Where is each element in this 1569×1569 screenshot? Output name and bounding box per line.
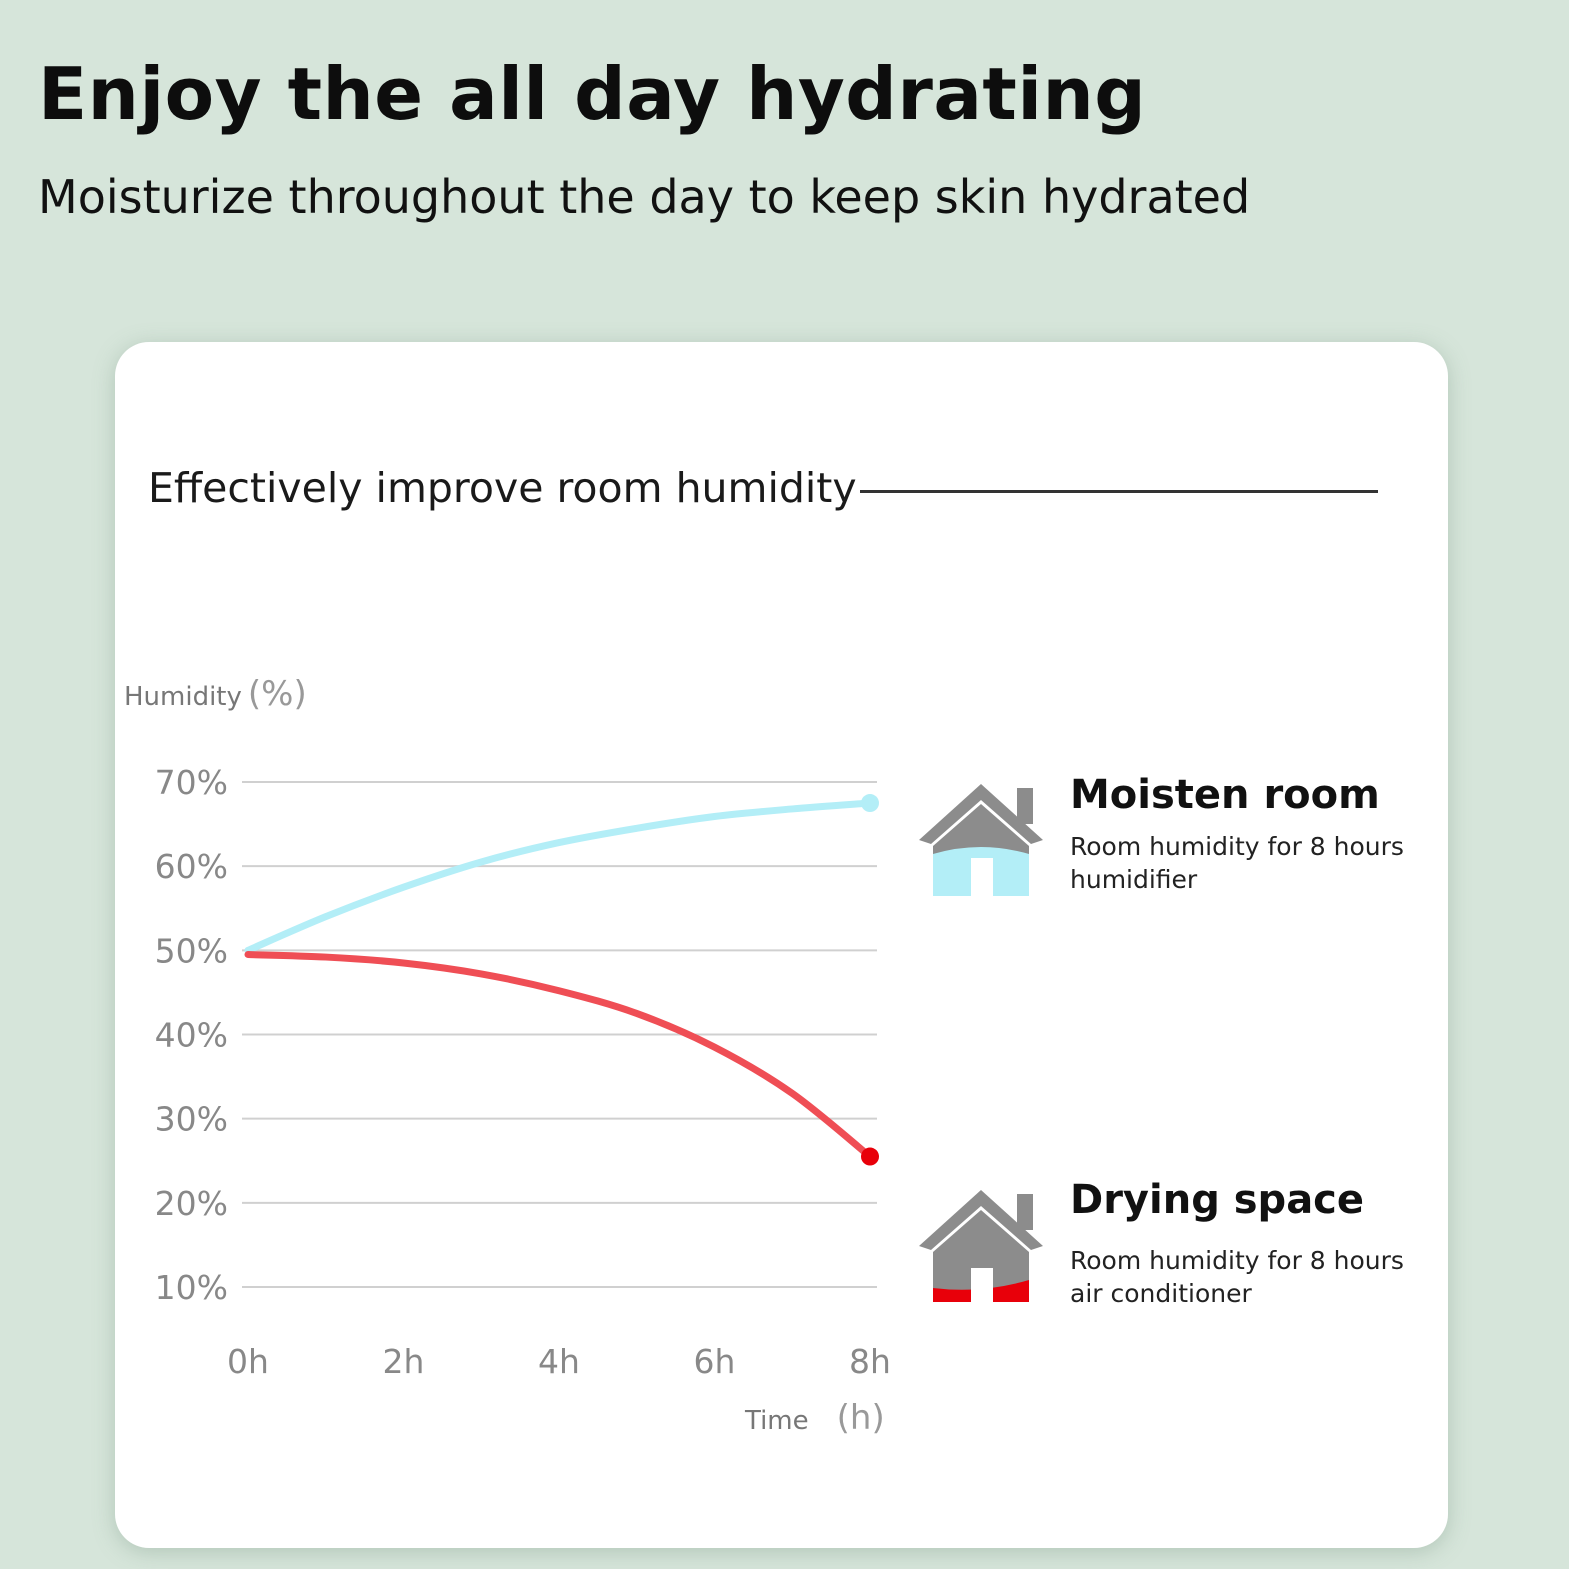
x-axis-label: Time (h) <box>745 1398 885 1438</box>
y-axis-label: Humidity (%) <box>124 674 307 714</box>
y-tick-labels: 70% 60% 50% 40% 30% 20% 10% <box>155 763 228 1307</box>
legend-desc-humid: Room humidity for 8 hours humidifier <box>1070 832 1404 894</box>
x-tick-8: 8h <box>849 1342 891 1381</box>
page-title: Enjoy the all day hydrating <box>38 52 1147 136</box>
x-tick-labels: 0h 2h 4h 6h 8h <box>227 1342 891 1381</box>
x-axis-label-text: Time <box>745 1406 809 1436</box>
house-dry-icon <box>919 1190 1043 1302</box>
card-title: Effectively improve room humidity <box>148 464 857 512</box>
page-subtitle: Moisturize throughout the day to keep sk… <box>38 170 1251 224</box>
y-tick-40: 40% <box>155 1016 228 1055</box>
x-tick-0: 0h <box>227 1342 269 1381</box>
legend-title-dry: Drying space <box>1070 1177 1365 1223</box>
series-lines <box>244 794 879 1166</box>
y-tick-60: 60% <box>155 847 228 886</box>
x-axis-unit: (h) <box>836 1398 885 1438</box>
x-tick-6: 6h <box>694 1342 736 1381</box>
y-tick-50: 50% <box>155 931 228 970</box>
y-axis-label-text: Humidity <box>124 682 242 712</box>
grid-lines <box>242 781 877 1288</box>
y-tick-10: 10% <box>155 1268 228 1307</box>
legend-desc-dry: Room humidity for 8 hours air conditione… <box>1070 1246 1404 1308</box>
y-axis-unit: (%) <box>247 674 307 714</box>
x-tick-4: 4h <box>538 1342 580 1381</box>
series-line-0 <box>244 799 874 954</box>
title-divider <box>860 490 1378 493</box>
y-tick-20: 20% <box>155 1184 228 1223</box>
series-endpoint-0 <box>861 794 879 813</box>
chart-card <box>115 342 1448 1548</box>
y-tick-70: 70% <box>155 763 228 802</box>
house-humid-icon <box>919 784 1043 896</box>
legend-title-humid: Moisten room <box>1070 772 1380 818</box>
y-tick-30: 30% <box>155 1100 228 1139</box>
x-tick-2: 2h <box>383 1342 425 1381</box>
series-endpoint-1 <box>861 1147 879 1166</box>
series-line-1 <box>244 951 874 1161</box>
